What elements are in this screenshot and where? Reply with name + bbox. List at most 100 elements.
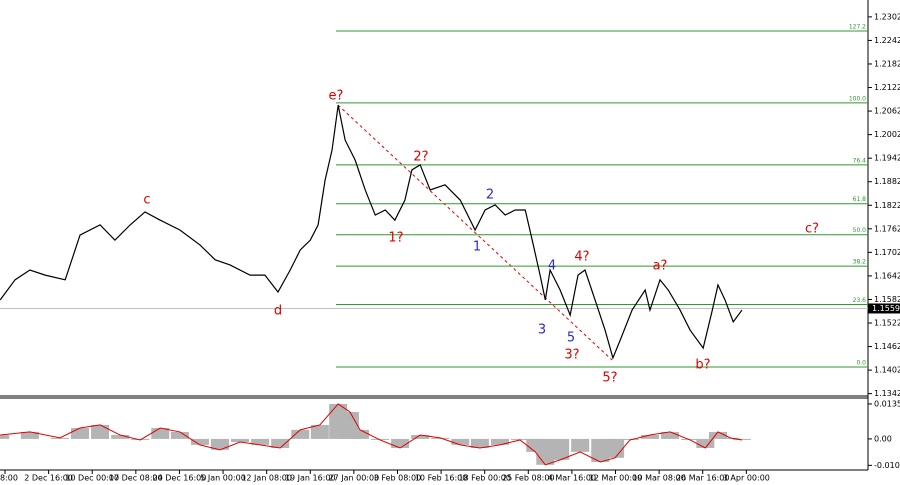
- y-tick-label: 1.2122: [874, 83, 900, 92]
- histogram-bar: [391, 438, 410, 448]
- wave-label: 5?: [602, 371, 617, 386]
- x-tick-label: 18 Feb 00:00: [458, 474, 510, 483]
- x-tick-label: 4 Mar 16:00: [548, 474, 596, 483]
- y-tick-label: -0.0102: [874, 461, 900, 470]
- wave-label: c?: [805, 222, 819, 237]
- y-tick-label: 1.1342: [874, 389, 900, 398]
- histogram-bar: [210, 438, 229, 450]
- x-tick-label: 24 Dec 16:00: [153, 474, 207, 483]
- y-tick-label: 0.00: [874, 434, 892, 443]
- wave-label: 2: [486, 188, 494, 203]
- y-tick-label: 1.1822: [874, 201, 900, 210]
- x-tick-label: 8:00: [0, 474, 18, 483]
- y-tick-label: 1.1702: [874, 248, 900, 257]
- histogram-bar: [490, 438, 509, 445]
- wave-label: e?: [329, 89, 344, 104]
- x-tick-label: 25 Feb 08:00: [502, 474, 554, 483]
- histogram-bar: [310, 424, 329, 439]
- histogram-bar: [591, 438, 610, 462]
- current-price-label: 1.1559: [872, 304, 900, 313]
- histogram-bar: [190, 438, 209, 445]
- y-tick-label: 1.1462: [874, 342, 900, 351]
- y-tick-label: 1.1882: [874, 177, 900, 186]
- histogram-bar: [350, 429, 369, 439]
- histogram-bar: [696, 438, 715, 448]
- histogram-bar: [451, 438, 470, 445]
- histogram-bar: [661, 431, 680, 439]
- y-tick-label: 1.1402: [874, 366, 900, 375]
- histogram-bar: [170, 431, 189, 439]
- wave-label: c: [143, 193, 150, 208]
- x-tick-label: 12 Mar 00:00: [589, 474, 642, 483]
- fib-label: 38.2: [853, 259, 867, 266]
- histogram-bar: [50, 437, 69, 439]
- wave-label: 1?: [388, 231, 403, 246]
- histogram-bar: [732, 438, 751, 440]
- price-line: [0, 105, 743, 360]
- histogram-bar: [640, 435, 659, 439]
- x-tick-label: 19 Jan 16:00: [285, 474, 336, 483]
- x-tick-label: 12 Jan 08:00: [241, 474, 292, 483]
- histogram-bar: [551, 438, 570, 460]
- y-tick-label: 1.1642: [874, 271, 900, 280]
- fib-label: 23.6: [853, 297, 867, 304]
- current-price-box: [868, 303, 900, 314]
- y-tick-label: 1.1762: [874, 224, 900, 233]
- x-tick-label: 5 Jan 00:00: [200, 474, 246, 483]
- histogram-bar: [620, 438, 639, 440]
- y-tick-label: 1.2002: [874, 130, 900, 139]
- x-tick-label: 3 Feb 08:00: [374, 474, 421, 483]
- wave-label: 4?: [574, 250, 589, 265]
- y-tick-label: 1.1582: [874, 295, 900, 304]
- x-tick-label: 17 Dec 08:00: [109, 474, 163, 483]
- histogram-bar: [271, 438, 290, 448]
- signal-line: [0, 403, 743, 466]
- histogram-bar: [231, 438, 250, 443]
- x-tick-label: 2 Dec 16:00: [24, 474, 73, 483]
- fib-label: 100.0: [849, 95, 866, 102]
- wave-label: 5: [567, 331, 575, 346]
- histogram-bar: [708, 431, 727, 439]
- wave-label: b?: [695, 358, 710, 373]
- histogram-bar: [71, 428, 90, 439]
- histogram-bar: [721, 437, 740, 439]
- histogram-bar: [291, 429, 310, 439]
- fib-label: 76.4: [853, 157, 867, 164]
- histogram-bar: [151, 428, 170, 439]
- fib-label: 50.0: [853, 227, 867, 234]
- histogram-bar: [20, 431, 39, 439]
- histogram-bar: [111, 435, 130, 439]
- y-tick-label: 0.0135: [874, 399, 900, 408]
- wave-label: d: [274, 304, 282, 319]
- trend-line: [337, 104, 613, 361]
- wave-label: 4: [548, 259, 556, 274]
- histogram-bar: [0, 435, 10, 439]
- x-tick-label: 3 Apr 00:00: [723, 474, 770, 483]
- y-tick-label: 1.2302: [874, 12, 900, 21]
- y-tick-label: 1.1942: [874, 154, 900, 163]
- fib-label: 0.0: [856, 359, 866, 366]
- x-tick-label: 26 Mar 16:00: [676, 474, 729, 483]
- x-tick-label: 27 Jan 00:00: [329, 474, 380, 483]
- wave-label: 3?: [564, 348, 579, 363]
- histogram-bar: [251, 438, 270, 445]
- fib-label: 61.8: [853, 196, 867, 203]
- histogram-bar: [571, 438, 590, 452]
- histogram-bar: [511, 438, 530, 440]
- wave-label: a?: [653, 259, 668, 274]
- wave-label: 3: [538, 323, 546, 338]
- histogram-bar: [91, 424, 110, 439]
- histogram-bar: [470, 438, 489, 448]
- y-tick-label: 1.2062: [874, 107, 900, 116]
- x-tick-label: 19 Mar 08:00: [632, 474, 685, 483]
- histogram-bar: [411, 435, 430, 439]
- fib-label: 127.2: [849, 24, 866, 31]
- histogram-bar: [606, 438, 625, 458]
- y-tick-label: 1.2242: [874, 36, 900, 45]
- wave-label: 2?: [413, 150, 428, 165]
- y-tick-label: 1.1522: [874, 319, 900, 328]
- wave-label: 1: [473, 240, 481, 255]
- y-tick-label: 1.2182: [874, 59, 900, 68]
